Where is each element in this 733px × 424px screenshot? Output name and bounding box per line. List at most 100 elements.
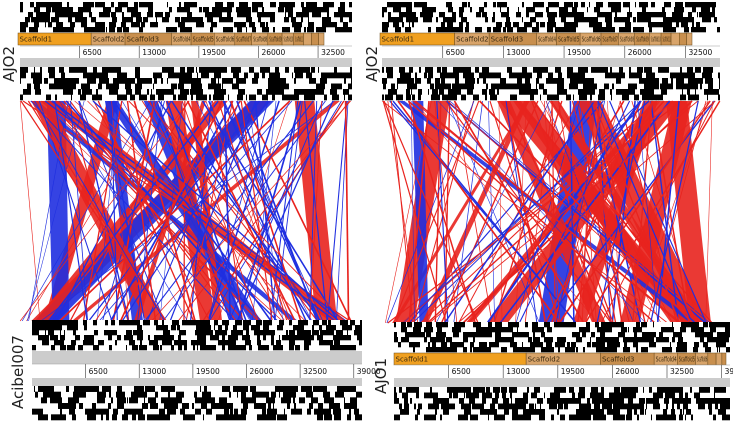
forward-match-line bbox=[382, 100, 447, 324]
reverse-match-line bbox=[637, 100, 659, 324]
reverse-match-line bbox=[144, 100, 314, 322]
right-bottom-ruler: 6500 13000 19500 26000 32500 39000 bbox=[394, 364, 733, 378]
forward-match-line bbox=[493, 100, 563, 324]
forward-match-line bbox=[584, 100, 721, 324]
right-top-scaffold-bar: Scaffold1 Scaffold2 Scaffold3 Scaffold4 Scaf… bbox=[379, 32, 693, 46]
left-top-tick-label: 13000 bbox=[142, 48, 166, 57]
left-top-genome-track: Scaffold1 Scaffold2 Scaffold3 Scaffold4 Scaf… bbox=[17, 2, 352, 101]
forward-match-line bbox=[705, 100, 713, 324]
left-top-scaffold-label: Scaffold1 bbox=[20, 36, 53, 44]
reverse-match-line bbox=[34, 100, 166, 322]
right-bottom-tick-label: 32500 bbox=[670, 367, 694, 376]
left-bottom-genome-track: 6500 13000 19500 26000 32500 39000 bbox=[32, 320, 381, 421]
left-top-ruler-band bbox=[20, 58, 352, 67]
right-bottom-scaffold-segment bbox=[715, 352, 723, 366]
forward-match-line bbox=[20, 100, 167, 322]
right-top-scaffold-label: Scaffold10 bbox=[651, 36, 661, 44]
left-top-ruler: 6500 13000 19500 26000 32500 bbox=[20, 45, 352, 58]
right-bottom-feature-track-upper bbox=[394, 322, 730, 353]
forward-match-line bbox=[633, 100, 709, 324]
forward-match-line bbox=[408, 100, 477, 324]
forward-match-line bbox=[397, 100, 560, 324]
right-top-scaffold-label: Scaffold11 bbox=[663, 36, 671, 44]
left-top-tick-label: 26000 bbox=[261, 48, 285, 57]
forward-match-line bbox=[126, 100, 157, 322]
left-bottom-feature-track-upper bbox=[32, 320, 362, 351]
forward-match-line bbox=[97, 100, 195, 322]
forward-match-block bbox=[497, 101, 606, 323]
right-matches bbox=[382, 100, 721, 324]
left-bottom-tick-label: 26000 bbox=[250, 367, 274, 376]
right-top-scaffold-segment bbox=[670, 32, 680, 46]
forward-match-line bbox=[41, 100, 283, 322]
reverse-match-line bbox=[326, 100, 348, 322]
forward-match-line bbox=[344, 100, 350, 322]
forward-match-line bbox=[454, 100, 493, 324]
right-top-genome-label: AJO2 bbox=[363, 46, 381, 82]
left-top-scaffold-label: Scaffold9 bbox=[269, 36, 281, 44]
forward-match-line bbox=[309, 100, 323, 322]
right-bottom-scaffold-label: Scaffold1 bbox=[396, 356, 429, 364]
forward-match-line bbox=[551, 100, 556, 324]
forward-match-line bbox=[383, 100, 479, 324]
forward-match-line bbox=[230, 100, 302, 322]
right-bottom-scaffold-label: Scaffold3 bbox=[602, 356, 635, 364]
forward-match-line bbox=[414, 100, 598, 324]
reverse-match-line bbox=[223, 100, 232, 322]
reverse-match-line bbox=[21, 100, 151, 322]
right-bottom-ruler-band bbox=[394, 378, 730, 387]
right-bottom-scaffold-bar: Scaffold1 Scaffold2 Scaffold3 Scaffold4 Scaf… bbox=[393, 352, 727, 366]
reverse-match-line bbox=[78, 100, 130, 322]
forward-match-line bbox=[177, 100, 350, 322]
left-bottom-feature-track-lower bbox=[32, 386, 362, 421]
right-top-feature-track-upper bbox=[382, 2, 720, 33]
forward-match-line bbox=[240, 100, 273, 322]
left-top-scaffold-segment bbox=[318, 32, 325, 46]
left-top-tick-label: 19500 bbox=[202, 48, 226, 57]
forward-match-line bbox=[385, 100, 432, 324]
right-top-tick-label: 32500 bbox=[688, 48, 712, 57]
forward-match-line bbox=[426, 100, 674, 324]
reverse-match-line bbox=[166, 100, 247, 322]
right-top-scaffold-label: Scaffold5 bbox=[558, 36, 580, 44]
left-top-scaffold-label: Scaffold11 bbox=[295, 36, 303, 44]
forward-match-line bbox=[387, 100, 419, 324]
left-top-genome-label: AJO2 bbox=[0, 46, 18, 82]
left-top-feature-track-upper bbox=[20, 2, 352, 33]
left-top-scaffold-label: Scaffold6 bbox=[216, 36, 235, 44]
right-top-scaffold-label: Scaffold6 bbox=[582, 36, 601, 44]
right-top-scaffold-label: Scaffold9 bbox=[636, 36, 649, 44]
right-bottom-tick-label: 19500 bbox=[561, 367, 585, 376]
forward-match-line bbox=[550, 100, 698, 324]
forward-match-line bbox=[524, 100, 554, 324]
left-top-scaffold-label: Scaffold10 bbox=[284, 36, 294, 44]
left-matches bbox=[19, 100, 352, 322]
forward-match-line bbox=[183, 100, 186, 322]
reverse-match-line bbox=[158, 100, 321, 322]
reverse-match-line bbox=[207, 100, 269, 322]
forward-match-line bbox=[546, 100, 595, 324]
reverse-match-line bbox=[59, 100, 188, 322]
reverse-match-line bbox=[597, 100, 693, 324]
reverse-match-line bbox=[146, 100, 240, 322]
reverse-match-line bbox=[236, 100, 318, 322]
right-top-tick-label: 19500 bbox=[567, 48, 591, 57]
reverse-match-line bbox=[656, 100, 680, 324]
left-top-scaffold-label: Scaffold7 bbox=[236, 36, 251, 44]
reverse-match-line bbox=[27, 100, 85, 322]
left-bottom-tick-label: 32500 bbox=[303, 367, 327, 376]
right-top-tick-label: 6500 bbox=[446, 48, 465, 57]
forward-match-line bbox=[149, 100, 290, 322]
right-bottom-scaffold-label: Scaffold5 bbox=[679, 356, 695, 364]
reverse-match-line bbox=[410, 100, 415, 324]
forward-match-line bbox=[516, 100, 713, 324]
right-bottom-tick-label: 13000 bbox=[506, 367, 530, 376]
reverse-match-line bbox=[92, 100, 340, 322]
right-top-scaffold-label: Scaffold2 bbox=[456, 36, 489, 44]
right-bottom-tick-label: 6500 bbox=[452, 367, 471, 376]
forward-match-line bbox=[592, 100, 680, 324]
left-top-feature-track-lower bbox=[20, 67, 352, 101]
reverse-match-line bbox=[453, 100, 484, 324]
right-top-ruler: 6500 13000 19500 26000 32500 bbox=[382, 45, 720, 58]
forward-match-line bbox=[543, 100, 561, 324]
